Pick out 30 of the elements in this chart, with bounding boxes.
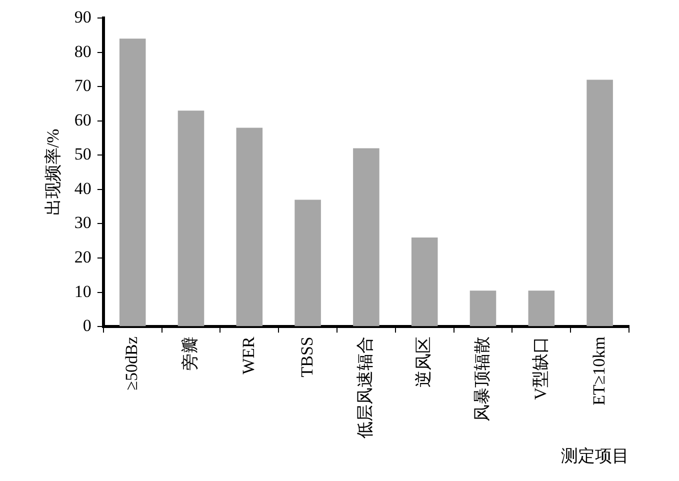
x-tick-label: ≥50dBz <box>122 336 142 390</box>
y-tick-label: 50 <box>74 144 92 164</box>
bar <box>470 290 496 326</box>
y-tick-label: 80 <box>74 42 92 61</box>
y-tick-label: 40 <box>74 178 92 198</box>
bar <box>119 38 146 326</box>
bar <box>411 237 438 326</box>
y-tick-label: 70 <box>74 76 92 96</box>
bar <box>178 110 204 326</box>
y-tick-label: 20 <box>74 247 92 266</box>
bar <box>353 148 380 326</box>
bar <box>294 200 321 326</box>
x-tick-label: WER <box>238 336 258 374</box>
x-tick-label: 逆风区 <box>414 336 434 388</box>
x-tick-label: V型缺口 <box>530 336 550 400</box>
y-tick-label: 30 <box>74 213 92 232</box>
y-axis-title: 出现频率/% <box>44 128 63 216</box>
x-tick-label: 低层风速辐合 <box>356 336 375 439</box>
bar <box>236 128 263 326</box>
bar <box>586 80 613 326</box>
x-tick-label: 风暴顶辐散 <box>472 336 492 422</box>
x-tick-label: ET≥10km <box>589 336 608 406</box>
bar <box>528 290 555 326</box>
y-tick-label: 90 <box>74 7 92 26</box>
x-tick-label: 旁瓣 <box>180 336 200 371</box>
y-tick-label: 60 <box>74 110 92 130</box>
x-axis-title: 测定项目 <box>561 446 629 466</box>
y-tick-label: 10 <box>74 282 92 301</box>
y-tick-label: 0 <box>82 316 92 336</box>
x-tick-label: TBSS <box>297 336 316 378</box>
